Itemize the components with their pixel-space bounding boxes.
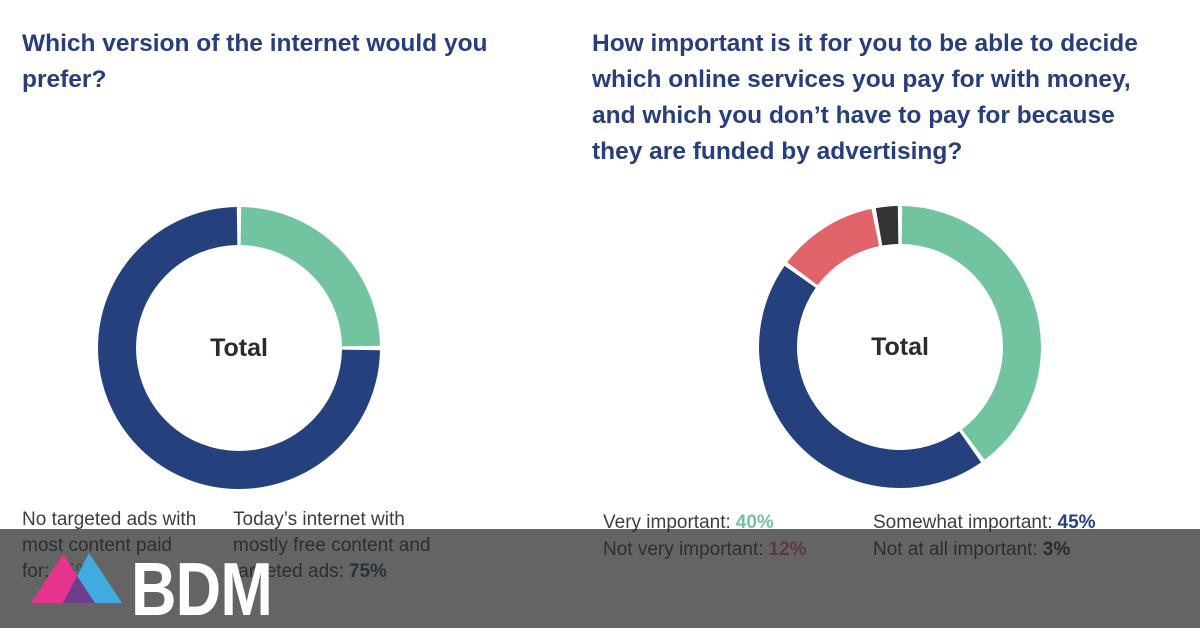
donut-segment-very-important — [901, 206, 1041, 460]
legend-value: 40% — [735, 512, 774, 533]
right-chart-title-line: How important is it for you to be able t… — [592, 30, 1138, 57]
right-chart-title-line: they are funded by advertising? — [592, 138, 963, 165]
right-chart-title-line: which online services you pay for with m… — [592, 66, 1131, 93]
donut-segment-somewhat-important — [759, 265, 982, 488]
legend-item-very-important: Very important: 40% — [603, 512, 774, 533]
legend-line: Today’s internet with — [233, 509, 405, 530]
legend-item-somewhat-important: Somewhat important: 45% — [873, 512, 1096, 533]
left-chart-title: Which version of the internet would you … — [22, 26, 562, 98]
donut-segment-today-s-internet-with-mostly-free-content-and-targeted-ads — [98, 207, 380, 489]
left-donut-chart — [98, 207, 380, 489]
right-donut-center-label: Total — [871, 333, 929, 361]
bottom-overlay-band — [0, 529, 1200, 628]
legend-value: 45% — [1057, 512, 1096, 533]
donut-segment-not-very-important — [787, 208, 880, 286]
legend-line: No targeted ads with — [22, 509, 197, 530]
right-donut-chart — [759, 206, 1041, 488]
right-chart-title-line: and which you don’t have to pay for beca… — [592, 102, 1115, 129]
left-chart-title-line: prefer? — [22, 66, 107, 93]
donut-segment-no-targeted-ads-with-most-content-paid-for — [240, 207, 380, 347]
donut-segment-not-at-all-important — [875, 206, 899, 246]
left-donut-center-label: Total — [210, 334, 268, 362]
left-chart-title-line: Which version of the internet would you — [22, 30, 488, 57]
right-chart-title: How important is it for you to be able t… — [592, 26, 1192, 170]
